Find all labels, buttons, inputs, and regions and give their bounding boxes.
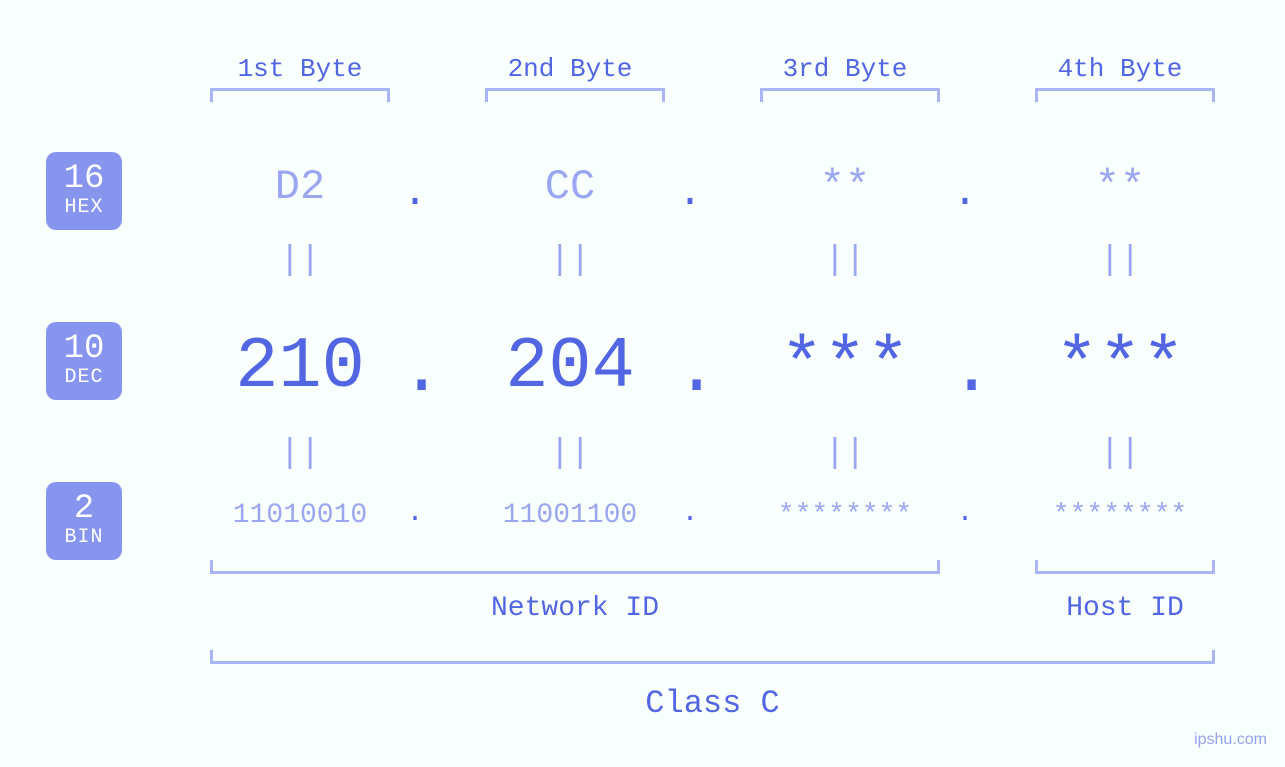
class-label: Class C (210, 685, 1215, 722)
dec-byte-3: *** (725, 326, 965, 408)
hex-dot-2: . (675, 169, 705, 217)
bin-byte-3: ******** (725, 500, 965, 531)
eq2-2: || (540, 435, 600, 473)
bin-byte-4: ******** (1000, 500, 1240, 531)
badge-bin-label: BIN (64, 526, 103, 550)
eq2-4: || (1090, 435, 1150, 473)
dec-byte-1: 210 (180, 326, 420, 408)
bin-dot-3: . (950, 498, 980, 529)
watermark: ipshu.com (1194, 731, 1267, 749)
hex-dot-1: . (400, 169, 430, 217)
network-id-label: Network ID (210, 593, 940, 624)
hex-dot-3: . (950, 169, 980, 217)
bracket-host (1035, 560, 1215, 574)
dec-byte-2: 204 (450, 326, 690, 408)
badge-bin: 2 BIN (46, 482, 122, 560)
bracket-top-4 (1035, 88, 1215, 102)
hex-byte-4: ** (1000, 163, 1240, 211)
bin-byte-1: 11010010 (180, 500, 420, 531)
dec-byte-4: *** (1000, 326, 1240, 408)
bin-dot-1: . (400, 498, 430, 529)
eq1-3: || (815, 242, 875, 280)
badge-bin-num: 2 (74, 492, 94, 526)
eq2-3: || (815, 435, 875, 473)
hex-byte-2: CC (450, 163, 690, 211)
badge-dec-num: 10 (64, 332, 105, 366)
eq1-1: || (270, 242, 330, 280)
badge-hex-label: HEX (64, 196, 103, 220)
byte-header-1: 1st Byte (210, 54, 390, 84)
dec-dot-1: . (400, 330, 430, 412)
byte-header-2: 2nd Byte (480, 54, 660, 84)
dec-dot-3: . (950, 330, 980, 412)
badge-hex: 16 HEX (46, 152, 122, 230)
bracket-network (210, 560, 940, 574)
eq1-2: || (540, 242, 600, 280)
bracket-top-2 (485, 88, 665, 102)
byte-header-3: 3rd Byte (755, 54, 935, 84)
eq2-1: || (270, 435, 330, 473)
eq1-4: || (1090, 242, 1150, 280)
bracket-top-1 (210, 88, 390, 102)
byte-header-4: 4th Byte (1030, 54, 1210, 84)
bracket-class (210, 650, 1215, 664)
badge-hex-num: 16 (64, 162, 105, 196)
badge-dec: 10 DEC (46, 322, 122, 400)
dec-dot-2: . (675, 330, 705, 412)
badge-dec-label: DEC (64, 366, 103, 390)
bin-dot-2: . (675, 498, 705, 529)
bracket-top-3 (760, 88, 940, 102)
hex-byte-1: D2 (180, 163, 420, 211)
bin-byte-2: 11001100 (450, 500, 690, 531)
host-id-label: Host ID (1035, 593, 1215, 624)
hex-byte-3: ** (725, 163, 965, 211)
